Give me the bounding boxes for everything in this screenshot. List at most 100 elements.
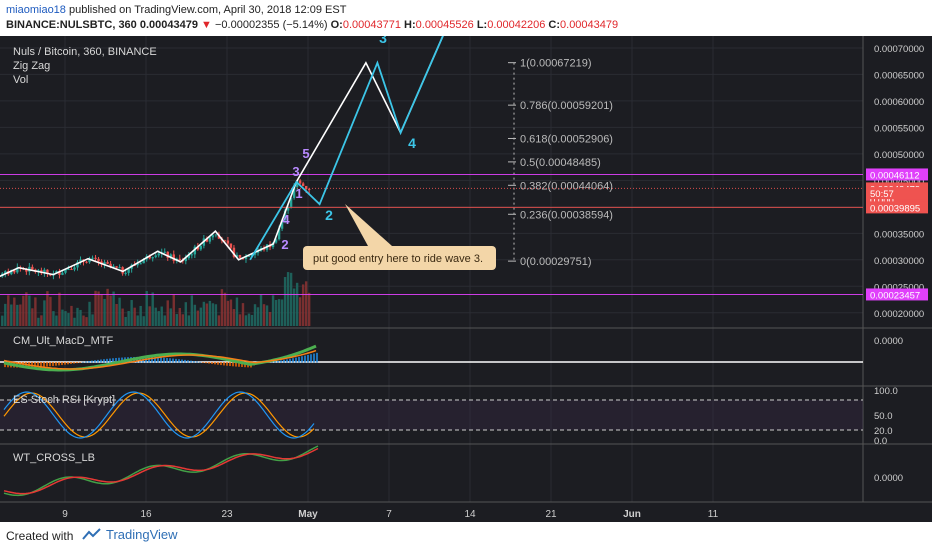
zigzag-legend: Zig Zag — [13, 60, 50, 72]
candle-body — [148, 256, 151, 259]
wt-tick: 0.0000 — [874, 473, 903, 484]
volume-bar — [238, 314, 242, 326]
macd-histogram-bar — [190, 360, 192, 363]
macd-histogram-bar — [64, 362, 66, 365]
candle-body — [280, 220, 284, 229]
volume-bar — [286, 272, 290, 326]
price-tag-label: 50:57 — [870, 189, 894, 200]
macd-histogram-bar — [91, 360, 93, 363]
price-tag — [866, 288, 928, 301]
candle-body — [199, 245, 203, 250]
candle-body — [103, 262, 106, 265]
price-tick: 0.00030000 — [874, 256, 924, 267]
macd-histogram-bar — [154, 357, 156, 363]
volume-bar — [214, 304, 218, 326]
candle-body — [196, 246, 200, 250]
volume-bar — [211, 303, 215, 326]
candle-body — [151, 257, 154, 259]
volume-bar — [187, 315, 191, 326]
volume-bar — [40, 315, 43, 326]
macd-histogram-bar — [22, 362, 24, 368]
macd-histogram-bar — [73, 362, 75, 364]
price-tick: 0.00060000 — [874, 97, 924, 108]
macd-histogram-bar — [76, 362, 78, 364]
volume-bar — [145, 290, 148, 326]
macd-histogram-bar — [238, 362, 240, 367]
volume-bar — [124, 316, 127, 326]
price-tag-label: 0.000 — [870, 195, 894, 206]
candle-body — [247, 255, 251, 257]
author-link[interactable]: miaomiao18 — [6, 4, 66, 16]
volume-bar — [289, 272, 293, 326]
macd-histogram-bar — [307, 354, 309, 363]
macd-histogram-bar — [37, 362, 39, 368]
macd-histogram-bar — [79, 362, 81, 363]
volume-bar — [52, 311, 55, 326]
macd-histogram-bar — [235, 362, 237, 367]
price-tick: 0.00045000 — [874, 176, 924, 187]
wave-label: 5 — [302, 146, 309, 161]
macd-histogram-bar — [214, 362, 216, 365]
macd-histogram-bar — [280, 360, 282, 363]
volume-bar — [22, 295, 25, 326]
candle-body — [226, 240, 230, 244]
price-chart[interactable]: 1(0.00067219) 0.786(0.00059201) 0.618(0.00… — [0, 36, 932, 522]
macd-legend: CM_Ult_MacD_MTF — [13, 335, 114, 347]
candle-body — [73, 267, 76, 270]
high-value: 0.00045526 — [415, 19, 474, 31]
candle-body — [166, 251, 169, 258]
volume-bar — [4, 303, 7, 326]
chart-area[interactable]: 1(0.00067219) 0.786(0.00059201) 0.618(0.00… — [0, 36, 932, 522]
macd-histogram-bar — [34, 362, 36, 368]
candle-body — [58, 271, 61, 275]
date-tick: 11 — [708, 509, 719, 520]
candle-body — [67, 269, 70, 271]
candle-body — [187, 254, 191, 259]
candle-body — [157, 253, 160, 256]
fib-label: 0.382(0.00044064) — [520, 180, 613, 192]
candle-body — [232, 247, 236, 257]
volume-bar — [208, 300, 212, 326]
macd-histogram-bar — [82, 361, 84, 363]
volume-bar — [166, 300, 169, 326]
volume-bar — [118, 297, 121, 326]
volume-bar — [199, 307, 203, 326]
volume-bar — [130, 300, 133, 326]
macd-histogram-bar — [289, 358, 291, 363]
volume-bar — [274, 299, 278, 326]
fib-label: 0.5(0.00048485) — [520, 157, 601, 169]
wave-label: 2 — [281, 237, 288, 252]
macd-histogram-bar — [151, 357, 153, 363]
volume-bar — [241, 303, 245, 326]
date-tick: 14 — [464, 509, 476, 520]
candle-body — [85, 261, 88, 263]
volume-bar — [139, 305, 142, 326]
volume-bar — [31, 308, 34, 326]
macd-histogram-bar — [304, 355, 306, 363]
volume-bar — [13, 297, 16, 326]
stoch-tick: 100.0 — [874, 386, 898, 397]
volume-bar — [283, 277, 287, 326]
annotation-callout[interactable]: put good entry here to ride wave 3. — [303, 204, 496, 270]
candle-body — [64, 269, 67, 273]
tradingview-logo[interactable]: TradingView — [82, 527, 178, 542]
candle-body — [16, 267, 19, 273]
fib-label: 0(0.00029751) — [520, 256, 592, 268]
macd-histogram-bar — [277, 360, 279, 363]
price-tag-label: 0.00046112 — [870, 170, 920, 181]
macd-histogram-bar — [103, 359, 105, 363]
macd-histogram-bar — [172, 358, 174, 363]
candle-body — [205, 238, 209, 242]
price-tag — [866, 187, 928, 200]
tradingview-brand: TradingView — [106, 527, 178, 542]
volume-bar — [94, 290, 97, 326]
macd-histogram-bar — [85, 361, 87, 363]
volume-bar — [172, 294, 175, 326]
symbol-label: BINANCE:NULSBTC, 360 — [6, 19, 137, 31]
volume-bar — [85, 317, 88, 326]
volume-bar — [112, 291, 115, 326]
candle-body — [61, 272, 64, 275]
candle-body — [109, 263, 112, 267]
macd-histogram-bar — [286, 359, 288, 363]
candle-body — [211, 235, 215, 238]
